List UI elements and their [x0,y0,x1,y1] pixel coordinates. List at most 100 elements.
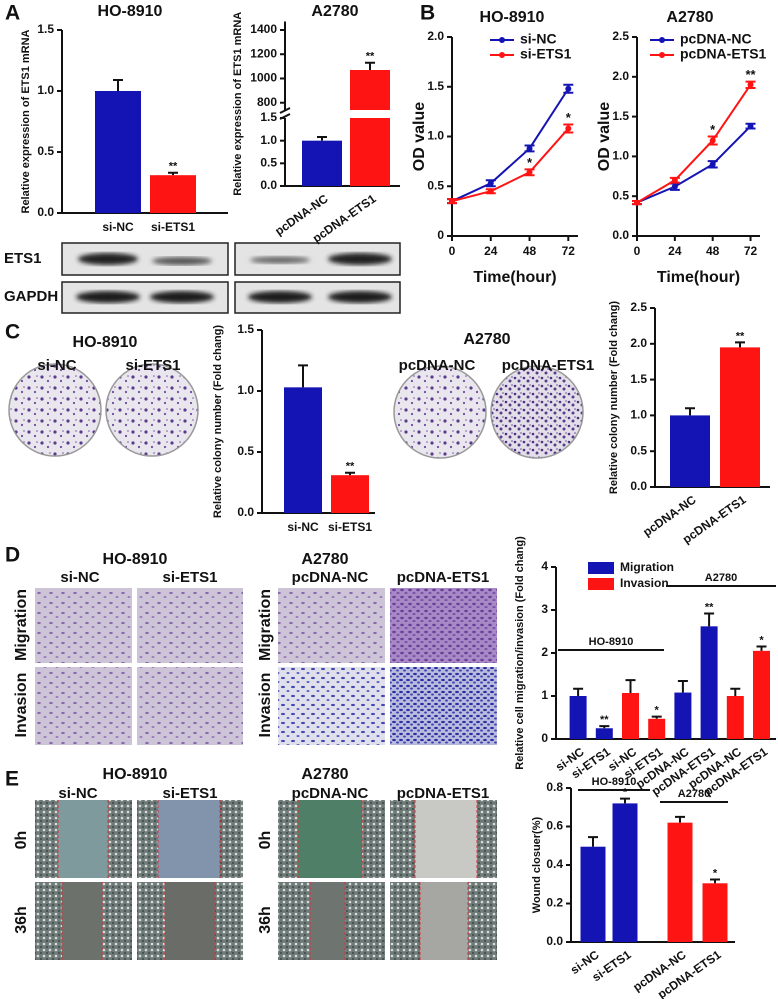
y-axis-label: Relative expression of ETS1 mRNA [232,12,244,196]
colony-plates [8,363,584,459]
error-bar [625,679,636,693]
y-tick-label: 0.2 [546,896,563,910]
error-bar [298,364,308,388]
image-title: A2780 [301,766,348,783]
image-label: pcDNA-NC [292,569,369,586]
y-tick-label: 0.0 [260,178,277,192]
x-tick-label: 0 [449,244,456,258]
image-label: si-NC [37,357,76,374]
y-axis-label: Relative cell migration/invasion (Fold c… [514,536,526,770]
y-tick-label: 3 [541,602,548,616]
significance: * [713,867,718,879]
error-bar [735,341,745,348]
bar [569,696,587,739]
point [709,161,716,168]
error-bar [730,687,741,696]
line [636,84,752,204]
point [671,177,678,184]
y-tick-label: 1000 [250,71,277,85]
significance: * [759,634,764,646]
y-tick-label: 0.6 [546,819,563,833]
y-tick-label: 2.5 [630,300,647,314]
point [487,180,494,187]
bar [350,69,390,110]
point [526,169,533,176]
y-tick-label: 0.0 [237,505,254,519]
chart-title: A2780 [666,9,713,26]
error-bar [317,136,327,141]
bar [720,347,760,487]
bar [331,475,369,513]
wound-photos [35,800,497,960]
y-tick-label: 0 [437,228,444,242]
image-title: A2780 [463,331,510,348]
significance: * [623,786,628,798]
y-tick-label: 0.5 [260,156,277,170]
panel-letter: A [5,2,20,25]
error-bar [685,407,695,416]
x-tick-label: 72 [562,244,576,258]
bar [702,883,728,942]
y-tick-label: 1.5 [612,109,629,123]
x-tick-label: si-NC [102,220,134,234]
x-axis-label: Time(hour) [657,269,740,286]
row-label: 0h [257,831,274,850]
bar [622,692,639,739]
image-label: pcDNA-NC [292,785,369,802]
x-tick-label: 24 [484,244,498,258]
bar [612,803,638,942]
point [565,125,572,132]
x-axis-label: Time(hour) [473,269,556,286]
error-bar [345,471,355,476]
bar [302,140,342,186]
chart-title: HO-8910 [480,9,545,26]
y-tick-label: 1.5 [260,110,277,124]
western-blot [61,242,401,314]
line [636,125,752,204]
significance: ** [169,161,178,173]
bar [700,626,718,739]
y-tick-label: 2.0 [612,69,629,83]
y-tick-label: 2.0 [630,336,647,350]
y-axis-label: Relative colony number (Fold chang) [212,325,224,518]
row-label: 0h [13,831,30,850]
point [671,183,678,190]
y-tick-label: 1.5 [427,79,444,93]
significance: * [527,155,533,170]
group-label: A2780 [678,788,710,800]
image-label: pcDNA-ETS1 [502,357,595,374]
image-title: HO-8910 [73,334,138,351]
point [747,81,754,88]
y-axis-label: Wound closuer(%) [531,816,543,913]
image-label: si-ETS1 [162,785,217,802]
x-tick-label: 48 [706,244,720,258]
y-tick-label: 0.5 [427,178,444,192]
y-tick-label: 800 [257,95,277,109]
line [451,127,570,203]
legend-label: Invasion [620,576,669,590]
row-label: Invasion [257,673,274,738]
legend-marker [659,37,665,43]
y-axis-label: OD value [411,102,428,171]
legend-marker [659,52,665,58]
x-tick-label: 48 [523,244,537,258]
legend-label: si-ETS1 [520,46,572,62]
bar [350,118,390,186]
legend-marker [499,37,505,43]
bar [648,718,666,739]
y-tick-label: 1.0 [427,129,444,143]
transwell-photos [35,588,497,745]
y-tick-label: 0.5 [237,444,254,458]
image-label: si-NC [60,569,99,586]
y-tick-label: 1.5 [630,372,647,386]
y-axis-label: OD value [596,102,613,171]
group-label: HO-8910 [592,776,637,788]
point [634,199,640,206]
y-tick-label: 2.0 [427,29,444,43]
chart-title: HO-8910 [98,3,163,20]
legend-swatch [588,562,614,574]
error-bar [113,79,123,91]
error-bar [677,679,688,693]
image-title: A2780 [301,551,348,568]
